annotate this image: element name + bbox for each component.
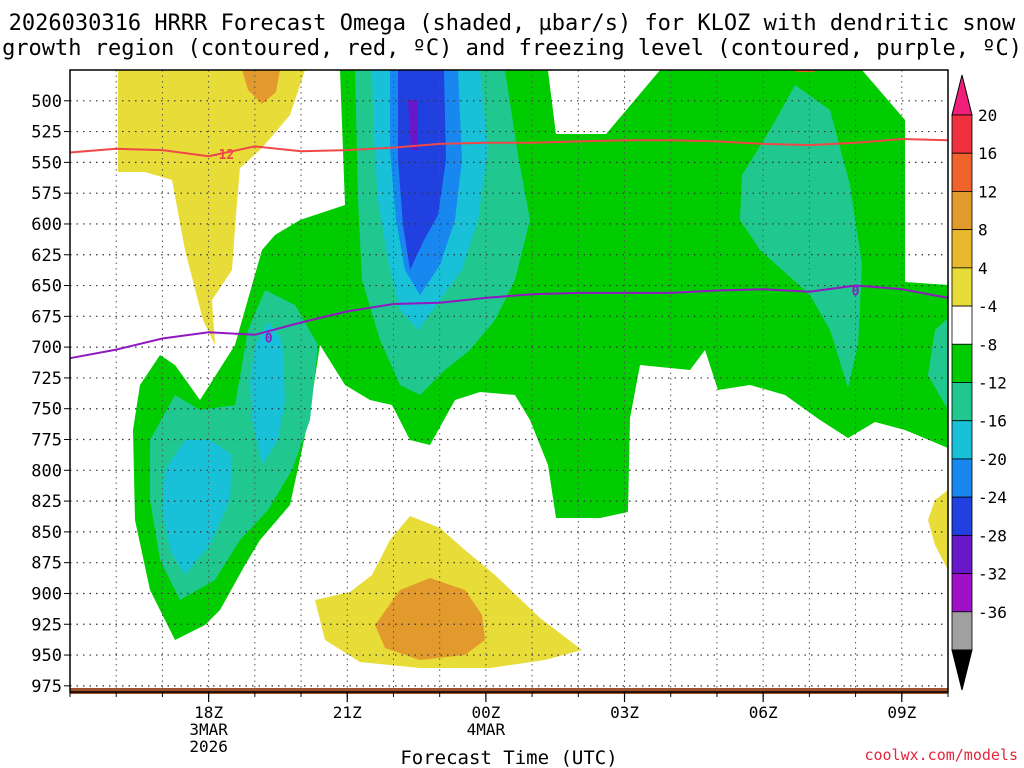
y-tick-label: 575 [31, 184, 62, 204]
y-tick-label: 650 [31, 277, 62, 297]
y-tick-label: 625 [31, 246, 62, 266]
colorbar-bin [951, 152, 973, 192]
plot-border [69, 69, 949, 693]
colorbar-bin [951, 382, 973, 422]
colorbar-bottom-arrow [951, 649, 973, 691]
chart-title-line-2: growth region (contoured, red, ºC) and f… [2, 36, 1022, 61]
contour-label: -12 [211, 148, 234, 163]
contour-line--12 [69, 137, 949, 158]
y-tick-label: 975 [31, 677, 62, 697]
y-tick-label: 525 [31, 123, 62, 143]
colorbar-label: -32 [978, 565, 1007, 584]
x-tick-label: 2026 [189, 737, 228, 756]
colorbar-bin [951, 534, 973, 574]
y-tick-label: 825 [31, 492, 62, 512]
colorbar-label: -8 [978, 335, 997, 354]
colorbar-bin [951, 458, 973, 498]
x-tick-label: 09Z [887, 703, 916, 722]
colorbar-bin [951, 114, 973, 154]
contour-label: 0 [852, 284, 860, 299]
contours: -12 0 0 [69, 137, 949, 360]
contour-label: 0 [265, 331, 273, 346]
colorbar-label: 16 [978, 144, 997, 163]
x-tick-label: 4MAR [467, 720, 506, 739]
y-tick-label: 725 [31, 369, 62, 389]
omega-region-sinking-00z-core [375, 578, 485, 660]
colorbar-label: 20 [978, 106, 997, 125]
colorbar-bin [951, 573, 973, 613]
x-tick-label: 21Z [333, 703, 362, 722]
omega-region-sinking-topleft [118, 70, 305, 345]
omega-region-central-purple [408, 100, 418, 150]
y-tick-label: 500 [31, 92, 62, 112]
y-tick-label: 800 [31, 461, 62, 481]
colorbar-label: -24 [978, 488, 1007, 507]
plot-area: -12 0 0 [69, 69, 949, 694]
y-tick-label: 600 [31, 215, 62, 235]
colorbar-label: -4 [978, 297, 997, 316]
colorbar-label: -16 [978, 412, 1007, 431]
x-tick-label: 06Z [749, 703, 778, 722]
colorbar-label: -28 [978, 526, 1007, 545]
colorbar-bin [951, 496, 973, 536]
y-tick-label: 550 [31, 153, 62, 173]
omega-region-rising-left-cyan-2 [250, 322, 285, 465]
colorbar-bin [951, 229, 973, 269]
y-tick-label: 750 [31, 400, 62, 420]
ground-strip [70, 688, 948, 694]
site-credit: coolwx.com/models [864, 746, 1018, 764]
y-tick-label: 700 [31, 338, 62, 358]
colorbar-bin [951, 305, 973, 345]
omega-region-rising-right [740, 85, 862, 388]
y-tick-label: 900 [31, 584, 62, 604]
y-tick-label: 925 [31, 615, 62, 635]
y-axis: 500 525 550 575 600 625 650 675 700 725 750 775 800 8… [31, 92, 70, 697]
colorbar-bin [951, 343, 973, 383]
omega-region-rising-edge [928, 318, 948, 410]
x-tick-label: 18Z [194, 703, 223, 722]
colorbar-label: -36 [978, 603, 1007, 622]
x-tick-label: 03Z [610, 703, 639, 722]
colorbar-bin [951, 267, 973, 307]
colorbar-top-arrow [951, 74, 973, 116]
omega-region-rising-left-cyan [162, 440, 232, 575]
colorbar: 20 16 12 8 4 -4 -8 -12 -16 -20 -24 -28 -32 -36 [951, 74, 1007, 691]
contour-line-0 [69, 284, 949, 360]
colorbar-label: 4 [978, 259, 988, 278]
colorbar-label: -20 [978, 450, 1007, 469]
omega-region-sinking-topleft-core [242, 70, 280, 104]
colorbar-bin [951, 611, 973, 651]
colorbar-label: -12 [978, 374, 1007, 393]
colorbar-label: 8 [978, 221, 988, 240]
y-tick-label: 675 [31, 307, 62, 327]
x-tick-label: 3MAR [189, 720, 228, 739]
colorbar-label: 12 [978, 182, 997, 201]
omega-region-sinking-right [928, 490, 948, 570]
chart-title-line-1: 2026030316 HRRR Forecast Omega (shaded, … [9, 11, 1016, 36]
colorbar-bin [951, 191, 973, 231]
omega-shading [70, 70, 948, 694]
x-tick-label: 00Z [471, 703, 500, 722]
omega-notch [548, 70, 660, 134]
y-tick-label: 775 [31, 431, 62, 451]
x-axis-label: Forecast Time (UTC) [400, 747, 617, 768]
y-tick-label: 950 [31, 646, 62, 666]
y-tick-label: 850 [31, 523, 62, 543]
colorbar-bin [951, 420, 973, 460]
y-tick-label: 875 [31, 554, 62, 574]
